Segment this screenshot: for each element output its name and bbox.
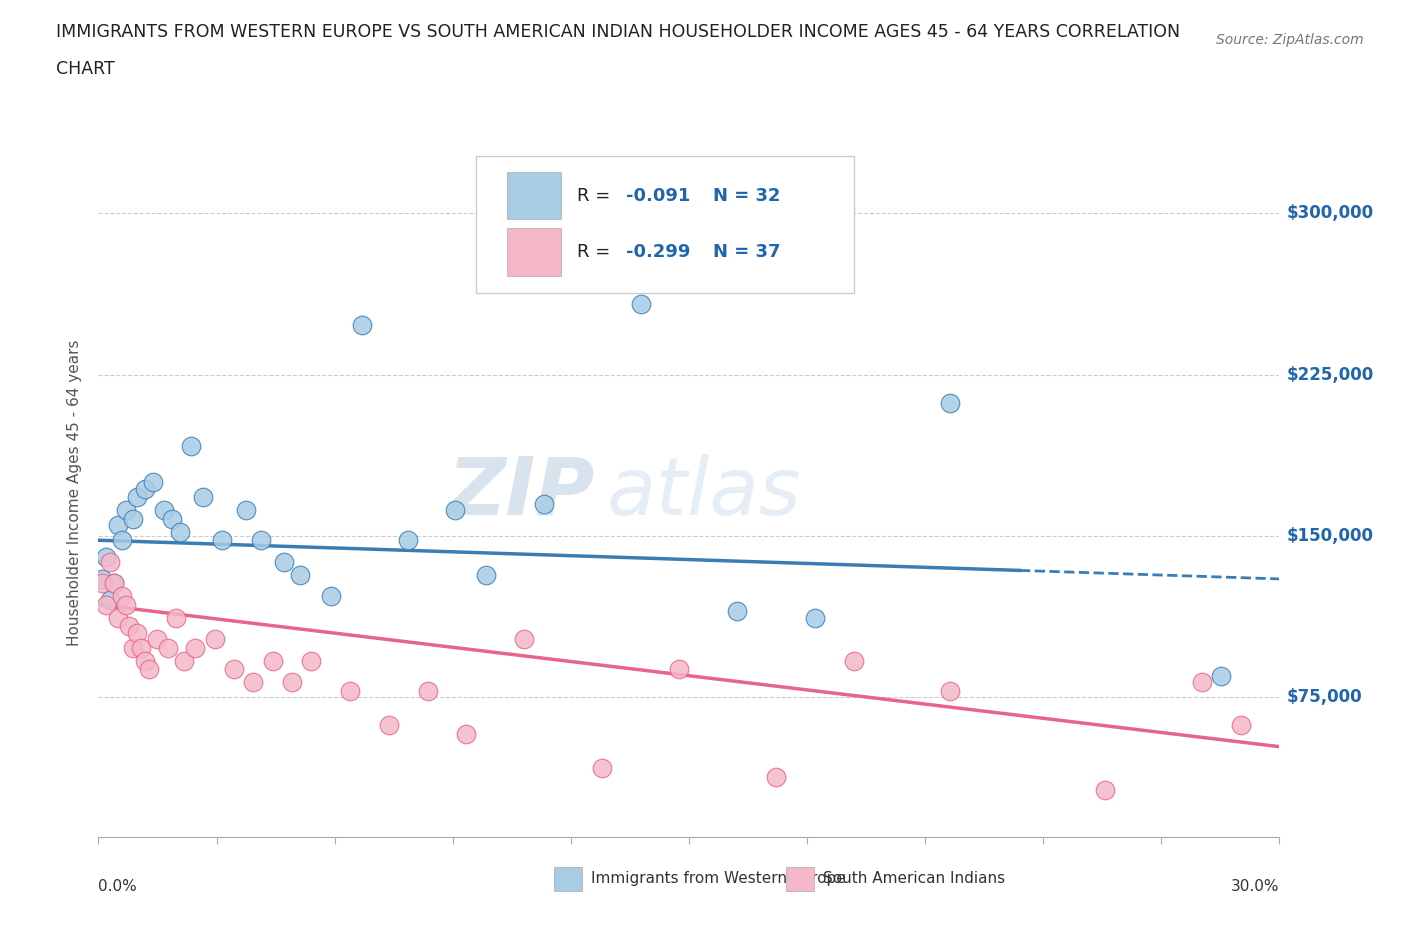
Point	[157, 641, 180, 656]
FancyBboxPatch shape	[508, 172, 561, 219]
Point	[281, 675, 304, 690]
Point	[122, 512, 145, 526]
Point	[134, 653, 156, 668]
Point	[114, 503, 136, 518]
Point	[939, 684, 962, 698]
Point	[142, 474, 165, 489]
Point	[339, 684, 361, 698]
Point	[165, 610, 187, 625]
Point	[184, 641, 207, 656]
FancyBboxPatch shape	[508, 228, 561, 276]
Text: -0.091: -0.091	[626, 187, 690, 205]
Text: N = 32: N = 32	[713, 187, 780, 205]
Text: R =: R =	[576, 187, 616, 205]
Point	[138, 662, 160, 677]
Point	[114, 597, 136, 612]
Point	[118, 618, 141, 633]
Point	[134, 481, 156, 496]
FancyBboxPatch shape	[477, 155, 855, 293]
Point	[145, 631, 167, 646]
Point	[725, 604, 748, 618]
Text: ZIP: ZIP	[447, 454, 595, 532]
Point	[533, 497, 555, 512]
Text: 30.0%: 30.0%	[1232, 879, 1279, 894]
Point	[103, 576, 125, 591]
Point	[842, 653, 865, 668]
Point	[180, 438, 202, 453]
Point	[111, 589, 134, 604]
Point	[98, 593, 121, 608]
Point	[153, 503, 176, 518]
Point	[129, 641, 152, 656]
Text: -0.299: -0.299	[626, 243, 690, 261]
Point	[804, 610, 827, 625]
Point	[319, 589, 342, 604]
Point	[939, 395, 962, 410]
Point	[173, 653, 195, 668]
Text: Immigrants from Western Europe: Immigrants from Western Europe	[591, 871, 845, 886]
Point	[222, 662, 245, 677]
Point	[630, 297, 652, 312]
Text: 0.0%: 0.0%	[98, 879, 138, 894]
Point	[513, 631, 536, 646]
Point	[122, 641, 145, 656]
Point	[273, 554, 295, 569]
Point	[591, 761, 613, 776]
Text: $150,000: $150,000	[1286, 527, 1374, 545]
Text: CHART: CHART	[56, 60, 115, 78]
Point	[288, 567, 311, 582]
Text: R =: R =	[576, 243, 616, 261]
Point	[456, 726, 478, 741]
Text: Source: ZipAtlas.com: Source: ZipAtlas.com	[1216, 33, 1364, 46]
Point	[1094, 782, 1116, 797]
Point	[96, 597, 118, 612]
Point	[169, 525, 191, 539]
Text: $75,000: $75,000	[1286, 688, 1362, 706]
Point	[262, 653, 284, 668]
Text: $225,000: $225,000	[1286, 365, 1374, 383]
Point	[103, 576, 125, 591]
Point	[96, 550, 118, 565]
Point	[1211, 669, 1233, 684]
Point	[474, 567, 496, 582]
Point	[350, 318, 373, 333]
Text: $300,000: $300,000	[1286, 205, 1374, 222]
Point	[107, 610, 129, 625]
Point	[211, 533, 233, 548]
Point	[91, 571, 114, 587]
Point	[235, 503, 257, 518]
Y-axis label: Householder Income Ages 45 - 64 years: Householder Income Ages 45 - 64 years	[67, 339, 83, 646]
Point	[98, 554, 121, 569]
Point	[765, 769, 787, 784]
Point	[416, 684, 439, 698]
Point	[191, 490, 214, 505]
Point	[1229, 718, 1251, 733]
Point	[378, 718, 401, 733]
Point	[242, 675, 264, 690]
Point	[1191, 675, 1213, 690]
Point	[127, 625, 149, 640]
Text: IMMIGRANTS FROM WESTERN EUROPE VS SOUTH AMERICAN INDIAN HOUSEHOLDER INCOME AGES : IMMIGRANTS FROM WESTERN EUROPE VS SOUTH …	[56, 23, 1181, 41]
Point	[396, 533, 419, 548]
Point	[299, 653, 322, 668]
Text: N = 37: N = 37	[713, 243, 780, 261]
Point	[204, 631, 226, 646]
Point	[111, 533, 134, 548]
Point	[107, 518, 129, 533]
Text: South American Indians: South American Indians	[823, 871, 1005, 886]
Point	[250, 533, 273, 548]
Text: atlas: atlas	[606, 454, 801, 532]
Point	[127, 490, 149, 505]
Point	[668, 662, 690, 677]
Point	[443, 503, 465, 518]
Point	[160, 512, 183, 526]
Point	[91, 576, 114, 591]
